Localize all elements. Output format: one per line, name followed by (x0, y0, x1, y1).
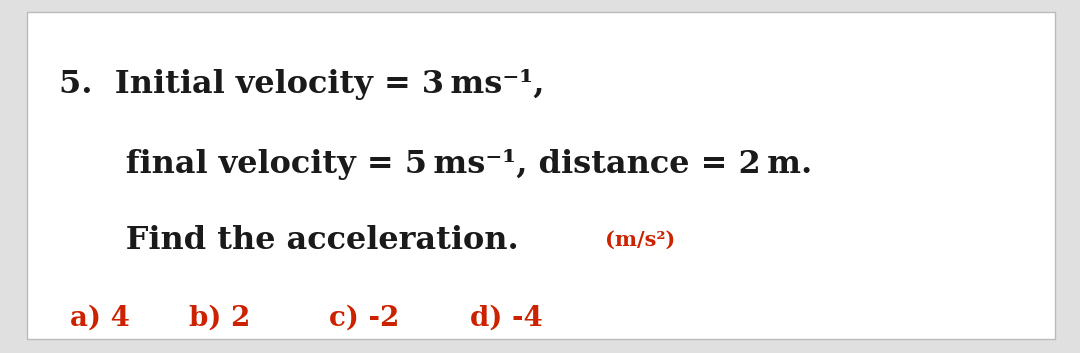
FancyBboxPatch shape (27, 12, 1055, 339)
Text: 5.  Initial velocity = 3 ms⁻¹,: 5. Initial velocity = 3 ms⁻¹, (59, 69, 545, 100)
Text: Find the acceleration.: Find the acceleration. (59, 225, 519, 256)
Text: b) 2: b) 2 (189, 304, 251, 331)
Text: d) -4: d) -4 (470, 304, 542, 331)
Text: c) -2: c) -2 (329, 304, 400, 331)
Text: final velocity = 5 ms⁻¹, distance = 2 m.: final velocity = 5 ms⁻¹, distance = 2 m. (59, 149, 812, 180)
Text: (m/s²): (m/s²) (605, 230, 675, 250)
Text: a) 4: a) 4 (70, 304, 130, 331)
